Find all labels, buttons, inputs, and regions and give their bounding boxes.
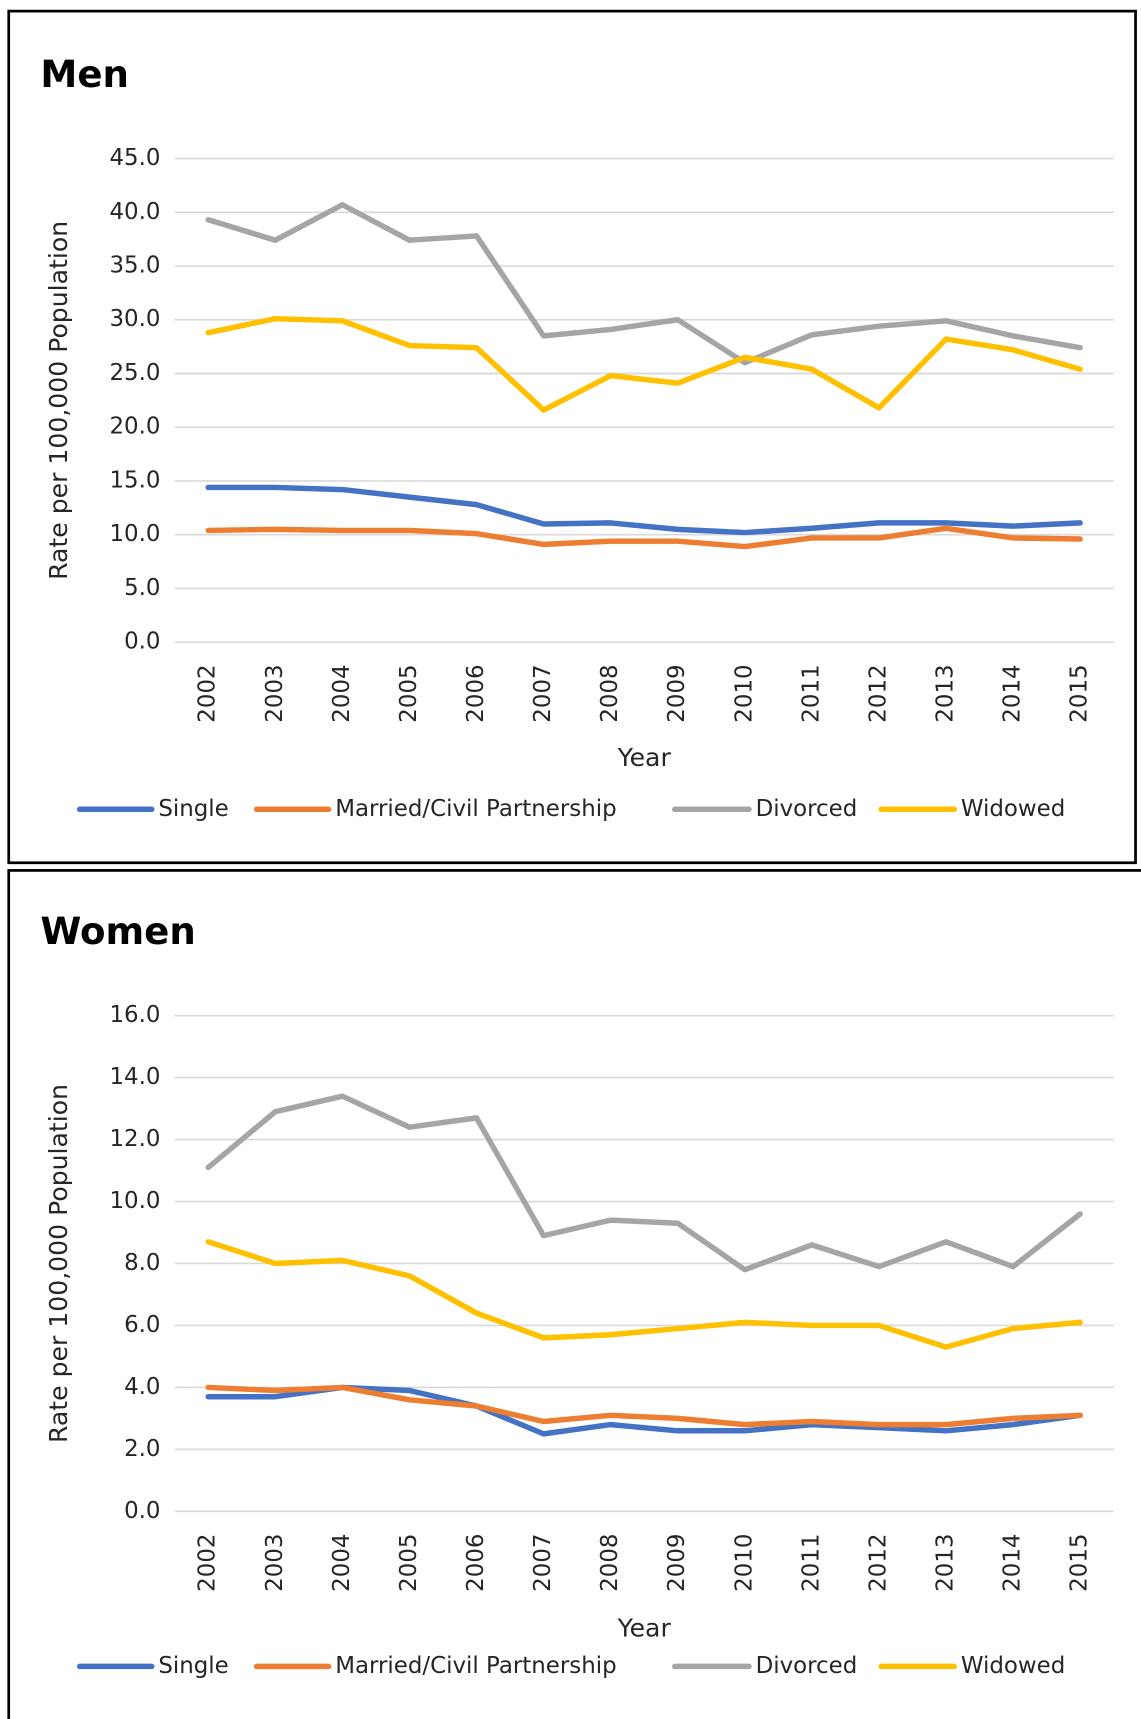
- x-tick-label: 2015: [1067, 1534, 1093, 1592]
- legend-label: Widowed: [961, 1653, 1065, 1679]
- x-tick-label: 2005: [396, 664, 422, 722]
- y-tick-label: 20.0: [109, 414, 160, 440]
- y-tick-label: 0.0: [124, 629, 160, 655]
- x-tick-label: 2009: [664, 1534, 690, 1592]
- legend-label: Married/Civil Partnership: [335, 796, 616, 822]
- x-tick-label: 2006: [463, 1534, 489, 1592]
- y-tick-label: 6.0: [124, 1312, 160, 1338]
- series-line: [205, 1384, 1083, 1428]
- series-line: [205, 1239, 1083, 1350]
- x-axis-label: Year: [617, 1613, 672, 1642]
- chart-title: Men: [40, 53, 129, 96]
- x-tick-label: 2011: [798, 1534, 824, 1592]
- series-line: [205, 315, 1083, 413]
- y-tick-label: 8.0: [124, 1250, 160, 1276]
- series-line: [205, 525, 1083, 550]
- x-tick-label: 2015: [1067, 664, 1093, 722]
- legend-label: Divorced: [756, 796, 858, 822]
- y-axis-label: Rate per 100,000 Population: [44, 1084, 73, 1443]
- x-tick-label: 2014: [1000, 664, 1026, 722]
- y-tick-label: 15.0: [109, 467, 160, 493]
- series-line: [205, 202, 1083, 366]
- y-axis-label: Rate per 100,000 Population: [44, 221, 73, 580]
- x-tick-label: 2013: [933, 1534, 959, 1592]
- x-tick-label: 2003: [262, 1534, 288, 1592]
- chart-frame: [7, 869, 1141, 1719]
- x-tick-label: 2008: [597, 1534, 623, 1592]
- x-tick-label: 2008: [597, 664, 623, 722]
- legend-label: Widowed: [961, 796, 1065, 822]
- y-tick-label: 12.0: [109, 1126, 160, 1152]
- y-tick-label: 14.0: [109, 1064, 160, 1090]
- x-tick-label: 2006: [463, 664, 489, 722]
- x-tick-label: 2005: [396, 1534, 422, 1592]
- x-tick-label: 2007: [530, 664, 556, 722]
- x-tick-label: 2002: [195, 664, 221, 722]
- y-tick-label: 45.0: [109, 145, 160, 171]
- y-tick-label: 10.0: [109, 521, 160, 547]
- legend-label: Single: [158, 1653, 228, 1679]
- y-tick-label: 30.0: [109, 306, 160, 332]
- x-tick-label: 2014: [1000, 1534, 1026, 1592]
- x-tick-label: 2012: [865, 1534, 891, 1592]
- y-tick-label: 35.0: [109, 253, 160, 279]
- y-tick-label: 5.0: [124, 575, 160, 601]
- x-tick-label: 2007: [530, 1534, 556, 1592]
- x-tick-label: 2010: [731, 1534, 757, 1592]
- x-tick-label: 2003: [262, 664, 288, 722]
- x-tick-label: 2009: [664, 664, 690, 722]
- series-line: [205, 484, 1083, 536]
- x-tick-label: 2013: [933, 664, 959, 722]
- y-tick-label: 40.0: [109, 199, 160, 225]
- series-line: [205, 1093, 1083, 1273]
- x-tick-label: 2002: [195, 1534, 221, 1592]
- x-tick-label: 2004: [329, 664, 355, 722]
- chart-frame: [7, 9, 1137, 865]
- y-tick-label: 4.0: [124, 1374, 160, 1400]
- x-tick-label: 2011: [798, 664, 824, 722]
- y-tick-label: 25.0: [109, 360, 160, 386]
- y-tick-label: 16.0: [109, 1002, 160, 1028]
- x-tick-label: 2010: [731, 664, 757, 722]
- x-tick-label: 2004: [329, 1534, 355, 1592]
- x-axis-label: Year: [617, 743, 672, 772]
- chart-title: Women: [40, 910, 195, 953]
- legend-label: Single: [158, 796, 228, 822]
- legend-label: Divorced: [756, 1653, 858, 1679]
- y-tick-label: 2.0: [124, 1436, 160, 1462]
- x-tick-label: 2012: [865, 664, 891, 722]
- y-tick-label: 0.0: [124, 1498, 160, 1524]
- y-tick-label: 10.0: [109, 1188, 160, 1214]
- legend-label: Married/Civil Partnership: [335, 1653, 616, 1679]
